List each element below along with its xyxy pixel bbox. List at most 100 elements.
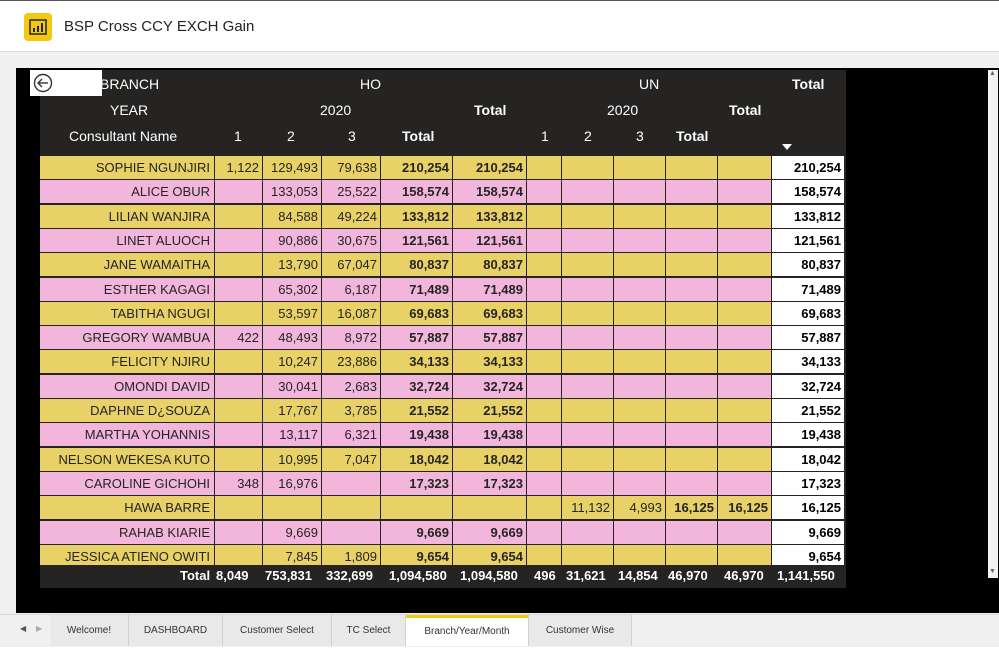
value-cell[interactable]: 30,675	[322, 229, 380, 252]
value-cell[interactable]	[562, 448, 613, 471]
value-cell[interactable]	[718, 205, 771, 228]
value-cell[interactable]	[322, 472, 380, 495]
value-cell[interactable]: 71,489	[381, 278, 452, 301]
value-cell[interactable]: 30,041	[263, 375, 321, 398]
value-cell[interactable]: 210,254	[453, 156, 526, 179]
value-cell[interactable]	[527, 302, 561, 325]
value-cell[interactable]	[614, 278, 665, 301]
value-cell[interactable]	[215, 423, 262, 446]
value-cell[interactable]: 18,042	[453, 448, 526, 471]
matrix-visual[interactable]: BRANCH HO UN Total YEAR 2020 Total 2020 …	[40, 70, 846, 588]
value-cell[interactable]	[453, 496, 526, 519]
value-cell[interactable]	[527, 448, 561, 471]
header-ho-year-total[interactable]: Total	[402, 128, 435, 144]
value-cell[interactable]	[718, 278, 771, 301]
value-cell[interactable]: 21,552	[772, 399, 844, 422]
value-cell[interactable]: 9,669	[772, 521, 844, 544]
value-cell[interactable]: 9,669	[381, 521, 452, 544]
value-cell[interactable]	[666, 180, 717, 203]
value-cell[interactable]	[614, 229, 665, 252]
value-cell[interactable]: 71,489	[453, 278, 526, 301]
value-cell[interactable]: 16,087	[322, 302, 380, 325]
value-cell[interactable]: 57,887	[381, 326, 452, 349]
value-cell[interactable]	[614, 180, 665, 203]
value-cell[interactable]: 10,247	[263, 350, 321, 373]
consultant-name-cell[interactable]: TABITHA NGUGI	[40, 302, 214, 325]
value-cell[interactable]: 16,125	[772, 496, 844, 519]
value-cell[interactable]	[527, 326, 561, 349]
value-cell[interactable]: 49,224	[322, 205, 380, 228]
value-cell[interactable]	[614, 375, 665, 398]
value-cell[interactable]	[562, 156, 613, 179]
value-cell[interactable]	[215, 205, 262, 228]
value-cell[interactable]	[527, 253, 561, 276]
value-cell[interactable]: 158,574	[453, 180, 526, 203]
vertical-scrollbar[interactable]: ▲ ▼	[988, 70, 998, 578]
value-cell[interactable]	[527, 423, 561, 446]
value-cell[interactable]: 17,767	[263, 399, 321, 422]
value-cell[interactable]: 23,886	[322, 350, 380, 373]
value-cell[interactable]: 129,493	[263, 156, 321, 179]
value-cell[interactable]	[527, 545, 561, 568]
value-cell[interactable]	[666, 278, 717, 301]
value-cell[interactable]	[562, 472, 613, 495]
value-cell[interactable]	[215, 496, 262, 519]
value-cell[interactable]	[614, 253, 665, 276]
value-cell[interactable]	[614, 205, 665, 228]
header-un-month-3[interactable]: 3	[636, 128, 644, 144]
value-cell[interactable]: 71,489	[772, 278, 844, 301]
value-cell[interactable]	[215, 253, 262, 276]
value-cell[interactable]	[666, 423, 717, 446]
value-cell[interactable]	[562, 350, 613, 373]
value-cell[interactable]	[614, 448, 665, 471]
value-cell[interactable]: 1,809	[322, 545, 380, 568]
value-cell[interactable]: 9,654	[381, 545, 452, 568]
value-cell[interactable]	[666, 448, 717, 471]
consultant-name-cell[interactable]: ESTHER KAGAGI	[40, 278, 214, 301]
value-cell[interactable]: 4,993	[614, 496, 665, 519]
value-cell[interactable]	[527, 156, 561, 179]
sort-descending-icon[interactable]	[782, 144, 792, 150]
value-cell[interactable]	[666, 205, 717, 228]
value-cell[interactable]: 6,321	[322, 423, 380, 446]
value-cell[interactable]: 348	[215, 472, 262, 495]
value-cell[interactable]	[215, 229, 262, 252]
consultant-name-cell[interactable]: MARTHA YOHANNIS	[40, 423, 214, 446]
value-cell[interactable]	[666, 302, 717, 325]
value-cell[interactable]: 9,654	[453, 545, 526, 568]
value-cell[interactable]: 19,438	[453, 423, 526, 446]
value-cell[interactable]: 8,972	[322, 326, 380, 349]
value-cell[interactable]: 13,790	[263, 253, 321, 276]
value-cell[interactable]	[527, 278, 561, 301]
value-cell[interactable]	[562, 326, 613, 349]
scroll-up-icon[interactable]: ▲	[989, 70, 996, 77]
consultant-name-cell[interactable]: LILIAN WANJIRA	[40, 205, 214, 228]
value-cell[interactable]: 133,053	[263, 180, 321, 203]
value-cell[interactable]	[562, 423, 613, 446]
value-cell[interactable]	[666, 472, 717, 495]
value-cell[interactable]: 16,125	[666, 496, 717, 519]
tab-prev-icon[interactable]: ◀	[20, 624, 27, 633]
value-cell[interactable]: 7,845	[263, 545, 321, 568]
value-cell[interactable]	[614, 423, 665, 446]
value-cell[interactable]: 121,561	[453, 229, 526, 252]
consultant-name-cell[interactable]: HAWA BARRE	[40, 496, 214, 519]
header-un-year-total[interactable]: Total	[676, 128, 709, 144]
value-cell[interactable]	[718, 545, 771, 568]
value-cell[interactable]	[527, 205, 561, 228]
header-ho-month-1[interactable]: 1	[234, 128, 242, 144]
value-cell[interactable]: 65,302	[263, 278, 321, 301]
value-cell[interactable]: 10,995	[263, 448, 321, 471]
tab-welcome[interactable]: Welcome!	[50, 615, 129, 646]
value-cell[interactable]	[215, 375, 262, 398]
consultant-name-cell[interactable]: ALICE OBUR	[40, 180, 214, 203]
value-cell[interactable]: 32,724	[772, 375, 844, 398]
value-cell[interactable]: 9,669	[453, 521, 526, 544]
value-cell[interactable]	[666, 521, 717, 544]
value-cell[interactable]	[718, 253, 771, 276]
value-cell[interactable]	[666, 253, 717, 276]
value-cell[interactable]: 17,323	[381, 472, 452, 495]
value-cell[interactable]	[562, 375, 613, 398]
value-cell[interactable]	[666, 545, 717, 568]
value-cell[interactable]	[718, 423, 771, 446]
